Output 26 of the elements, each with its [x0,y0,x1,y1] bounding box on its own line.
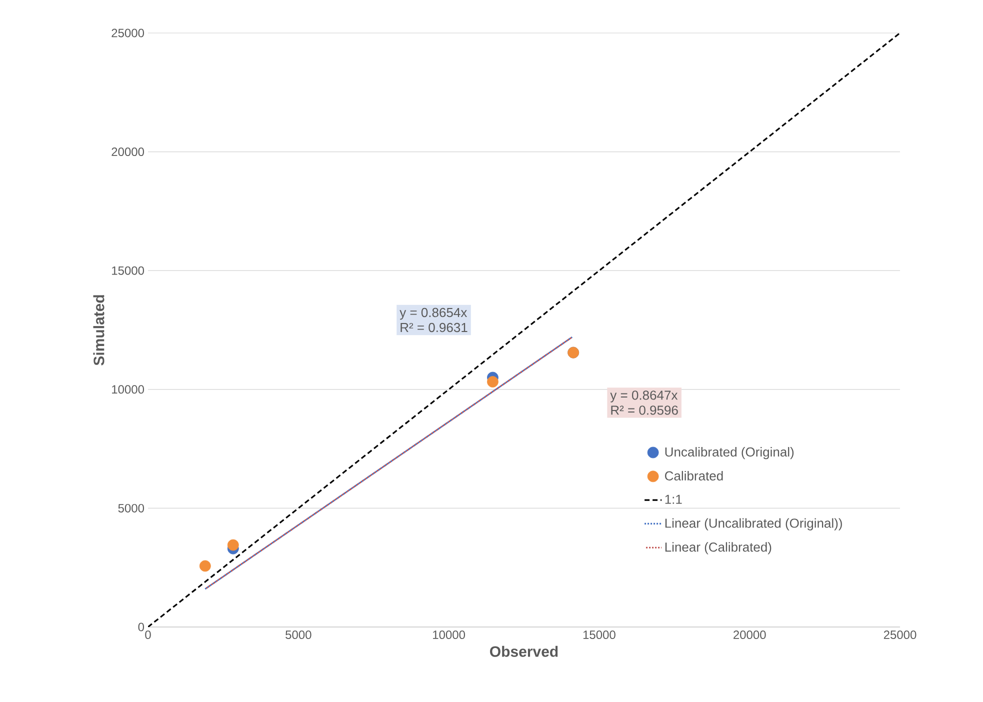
x-axis-title: Observed [490,646,558,657]
legend-label: Linear (Uncalibrated (Original)) [665,518,842,530]
point [487,376,498,388]
y-axis-title: Simulated [93,295,104,366]
annotation: R² = 0.9631 [400,322,468,332]
x-tick-label: 20000 [734,630,766,640]
legend-label: Calibrated [665,470,723,480]
legend-label: Uncalibrated (Original) [665,447,794,460]
point [227,539,239,551]
y-tick-label: 20000 [112,148,144,156]
legend-label: Linear (Calibrated) [665,542,772,554]
y-tick-label: 5000 [118,504,144,512]
annotation: y = 0.8647x [610,390,678,402]
x-tick-label: 0 [145,630,151,640]
annotation: R² = 0.9596 [611,406,678,415]
y-tick-label: 0 [138,622,144,632]
annotation: y = 0.8654x [400,308,468,320]
x-tick-label: 5000 [286,630,312,640]
y-tick-label: 15000 [112,266,144,275]
point [199,560,211,572]
x-tick-label: 10000 [433,630,466,640]
x-tick-label: 25000 [884,630,916,640]
x-tick-label: 15000 [583,630,616,640]
y-tick-label: 10000 [112,385,144,394]
legend-label: 1:1 [665,494,682,504]
y-tick-label: 25000 [112,28,144,38]
